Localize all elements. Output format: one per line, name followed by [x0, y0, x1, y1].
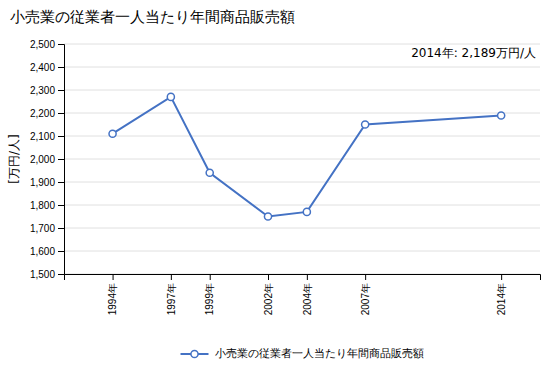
grid-line — [64, 182, 540, 183]
y-tick-label: 2,200 — [30, 108, 55, 119]
x-tick-label: 2014年 — [496, 283, 507, 315]
legend: 小売業の従業者一人当たり年間商品販売額 — [181, 347, 424, 360]
x-tick-label: 1997年 — [166, 283, 177, 315]
marker — [362, 121, 369, 128]
grid-line — [64, 113, 540, 114]
x-tick-mark — [113, 274, 114, 280]
y-tick-label: 2,000 — [30, 154, 55, 165]
y-tick-mark — [58, 274, 64, 275]
y-tick-label: 1,600 — [30, 246, 55, 257]
y-tick-label: 2,100 — [30, 131, 55, 142]
x-tick-mark — [307, 274, 308, 280]
grid-line — [64, 205, 540, 206]
grid-line — [64, 159, 540, 160]
y-tick: 1,900 — [30, 177, 64, 188]
grid — [64, 44, 540, 274]
x-tick: 2004年 — [302, 274, 313, 315]
grid-line — [64, 90, 540, 91]
y-tick: 1,800 — [30, 200, 64, 211]
y-tick: 2,500 — [30, 39, 64, 50]
marker — [167, 93, 174, 100]
x-tick-mark — [365, 274, 366, 280]
x-axis-line — [65, 275, 541, 281]
grid-line — [64, 67, 540, 68]
x-tick-label: 2002年 — [263, 283, 274, 315]
x-tick-mark — [210, 274, 211, 280]
marker — [264, 213, 271, 220]
legend-swatch-marker — [191, 350, 198, 357]
grid-line — [64, 44, 540, 45]
line — [113, 97, 502, 217]
y-tick-label: 1,900 — [30, 177, 55, 188]
y-tick: 1,600 — [30, 246, 64, 257]
x-tick: 1994年 — [107, 274, 118, 315]
chart: 小売業の従業者一人当たり年間商品販売額1,5001,6001,7001,8001… — [0, 0, 560, 366]
x-tick: 1999年 — [204, 274, 215, 315]
y-tick-label: 2,400 — [30, 62, 55, 73]
y-tick: 1,700 — [30, 223, 64, 234]
legend-label: 小売業の従業者一人当たり年間商品販売額 — [215, 347, 424, 360]
y-tick: 2,200 — [30, 108, 64, 119]
y-tick-mark — [58, 90, 64, 91]
y-tick-mark — [58, 44, 64, 45]
y-tick-label: 1,700 — [30, 223, 55, 234]
y-tick: 2,300 — [30, 85, 64, 96]
y-axis-line — [58, 45, 65, 275]
grid-line — [64, 228, 540, 229]
marker — [109, 130, 116, 137]
marks — [109, 93, 505, 220]
marker — [498, 112, 505, 119]
y-tick-label: 2,500 — [30, 39, 55, 50]
x-tick: 1997年 — [166, 274, 177, 315]
title: 小売業の従業者一人当たり年間商品販売額 — [10, 8, 295, 26]
x-tick: 2002年 — [263, 274, 274, 315]
x-tick-mark — [268, 274, 269, 280]
x-tick-label: 2004年 — [302, 283, 313, 315]
y-tick-mark — [58, 205, 64, 206]
y-tick-mark — [58, 159, 64, 160]
x-tick: 2007年 — [360, 274, 371, 315]
x-tick: 2014年 — [496, 274, 507, 315]
x-axis: 1994年 1997年 1999年 2002年 2004年 2007年 2014年 — [65, 274, 541, 315]
y-tick: 2,400 — [30, 62, 64, 73]
y-tick: 2,100 — [30, 131, 64, 142]
y-tick-label: 1,500 — [30, 269, 55, 280]
legend-item: 小売業の従業者一人当たり年間商品販売額 — [181, 347, 424, 360]
y-tick-mark — [58, 251, 64, 252]
y-tick-mark — [58, 67, 64, 68]
x-tick-mark — [171, 274, 172, 280]
y-tick-mark — [58, 136, 64, 137]
marker — [206, 169, 213, 176]
y-tick-label: 1,800 — [30, 200, 55, 211]
y-tick-mark — [58, 228, 64, 229]
y-tick-mark — [58, 182, 64, 183]
y-label: [万円/人] — [7, 134, 21, 183]
y-tick-mark — [58, 113, 64, 114]
y-axis: 1,500 1,600 1,700 1,800 1,900 2,000 2,100 2,200… — [30, 39, 65, 280]
y-tick: 1,500 — [30, 269, 64, 280]
y-tick-label: 2,300 — [30, 85, 55, 96]
x-tick-label: 1999年 — [204, 283, 215, 315]
x-tick-label: 2007年 — [360, 283, 371, 315]
plot: 1,500 1,600 1,700 1,800 1,900 2,000 2,100 2,200… — [30, 39, 541, 316]
y-tick: 2,000 — [30, 154, 64, 165]
marker — [303, 208, 310, 215]
grid-line — [64, 136, 540, 137]
grid-line — [64, 251, 540, 252]
annotation: 2014年: 2,189万円/人 — [411, 46, 536, 60]
x-tick-mark — [501, 274, 502, 280]
x-tick-label: 1994年 — [107, 283, 118, 315]
